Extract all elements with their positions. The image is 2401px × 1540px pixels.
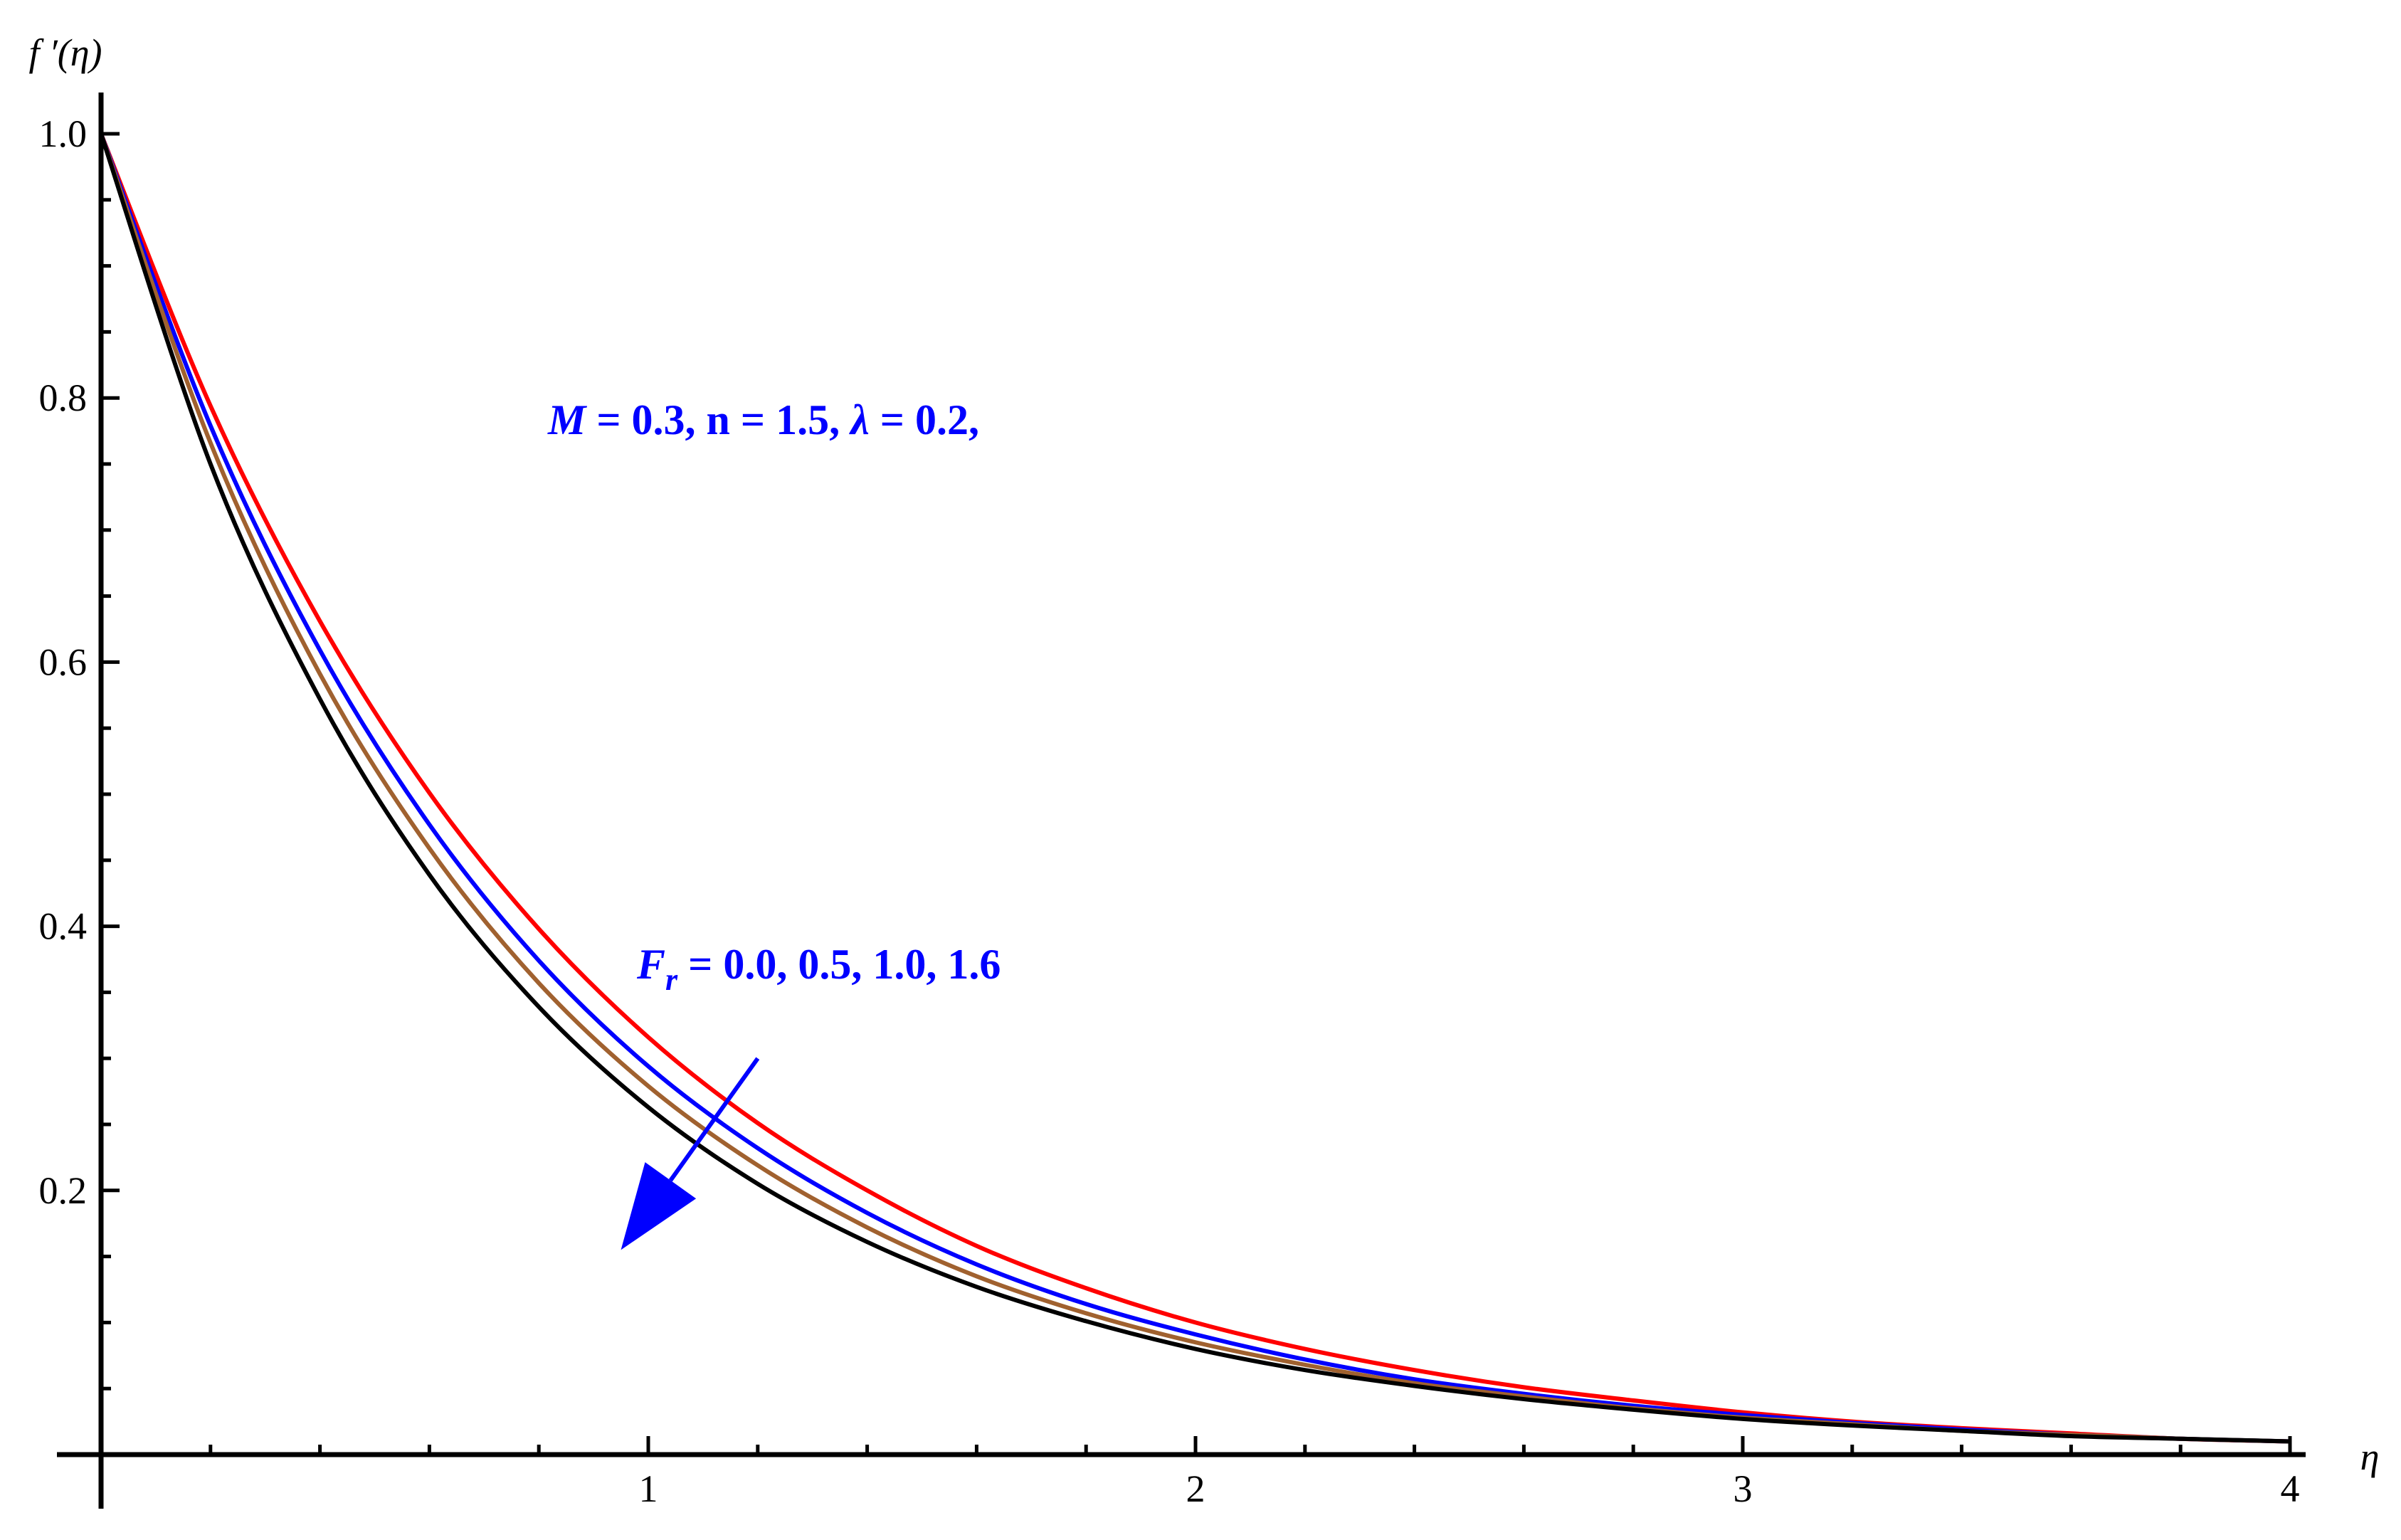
x-tick-label: 1 bbox=[639, 1467, 658, 1510]
fr-subscript: r bbox=[665, 962, 678, 997]
x-tick-label: 2 bbox=[1186, 1467, 1205, 1510]
series-group bbox=[99, 132, 2291, 1444]
param-m-n-values: = 0.3, n = 1.5, bbox=[586, 396, 850, 443]
x-tick-label: 3 bbox=[1734, 1467, 1753, 1510]
series-line-3 bbox=[99, 132, 2291, 1444]
trend-arrow bbox=[621, 1057, 760, 1250]
x-ticks: 1 2 3 4 bbox=[639, 1436, 2300, 1510]
y-ticks: 0.2 0.4 0.6 0.8 1.0 bbox=[39, 112, 120, 1212]
param-m: M bbox=[547, 396, 588, 443]
series-line-2 bbox=[99, 132, 2291, 1444]
series-line-4 bbox=[99, 133, 2291, 1444]
y-tick-label: 0.2 bbox=[39, 1169, 88, 1212]
arrow-head bbox=[621, 1162, 697, 1250]
parameters-annotation: M = 0.3, n = 1.5, λ = 0.2, bbox=[547, 396, 979, 443]
param-lambda-value: = 0.2, bbox=[870, 396, 979, 443]
x-tick-label: 4 bbox=[2281, 1467, 2300, 1510]
arrow-shaft bbox=[668, 1057, 760, 1182]
x-axis-label: η bbox=[2360, 1435, 2380, 1478]
y-tick-label: 0.4 bbox=[39, 905, 88, 948]
fr-symbol: F bbox=[636, 941, 665, 988]
y-tick-label: 0.6 bbox=[39, 640, 88, 683]
y-tick-label: 0.8 bbox=[39, 376, 88, 419]
fr-values: = 0.0, 0.5, 1.0, 1.6 bbox=[677, 941, 1001, 988]
y-tick-label: 1.0 bbox=[39, 112, 88, 155]
fr-annotation: Fr = 0.0, 0.5, 1.0, 1.6 bbox=[636, 941, 1001, 997]
param-lambda: λ bbox=[848, 396, 870, 443]
series-line-1 bbox=[99, 132, 2291, 1444]
y-axis-label: f ′(η) bbox=[28, 31, 102, 74]
